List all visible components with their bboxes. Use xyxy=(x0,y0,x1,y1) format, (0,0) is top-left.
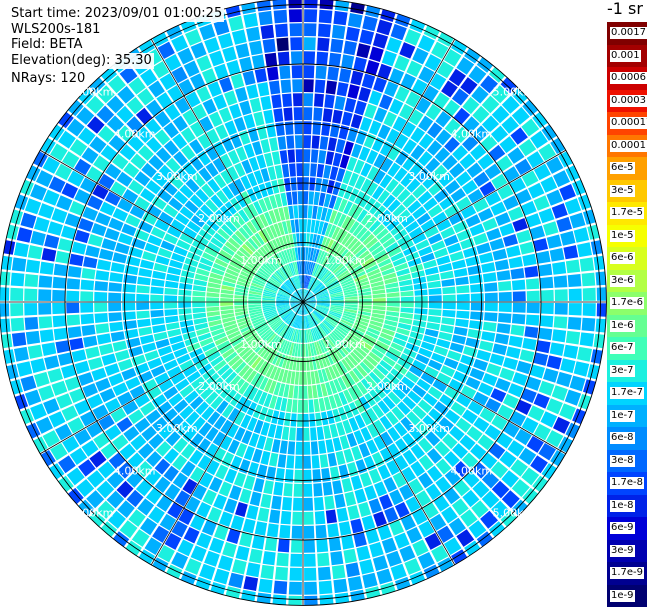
colorbar-tick-label: 3e-8 xyxy=(610,454,635,467)
bin-color-group xyxy=(186,178,424,413)
range-ring-label: 5.00km xyxy=(72,506,114,519)
range-ring-label: 3.00km xyxy=(408,422,450,435)
colorbar-tick-label: 3e-6 xyxy=(610,274,635,287)
azimuth-spoke xyxy=(302,301,456,565)
range-ring-label: 2.00km xyxy=(198,212,240,225)
azimuth-spoke xyxy=(302,301,566,455)
data-bins xyxy=(0,0,607,606)
colorbar-tick-label: 6e-6 xyxy=(610,252,635,265)
range-ring-label: 2.00km xyxy=(366,380,408,393)
colorbar-tick-label: 1.7e-5 xyxy=(610,207,645,220)
colorbar-tick-label: 0.0017 xyxy=(610,27,647,40)
azimuth-spoke xyxy=(302,39,456,303)
colorbar-tick-label: 1.7e-6 xyxy=(610,297,645,310)
nrays-label: NRays: 120 xyxy=(11,71,88,87)
bin-color-group xyxy=(11,0,603,595)
range-ring-label: 4.00km xyxy=(114,128,156,141)
azimuth-spoke xyxy=(150,39,304,303)
range-ring-label: 2.00km xyxy=(366,212,408,225)
colorbar-tick-label: 6e-5 xyxy=(610,162,635,175)
field-label: Field: BETA xyxy=(11,37,85,53)
bin-color-group xyxy=(206,206,400,399)
colorbar-tick-label: 1e-7 xyxy=(610,409,635,422)
ppi-plot: 1.00km 1.00km 1.00km 1.00km 2.00km 2.00km 2.00… xyxy=(0,0,607,606)
bin-color-group xyxy=(276,37,289,52)
range-ring-label: 4.00km xyxy=(451,128,493,141)
colorbar-tick-label: 3e-9 xyxy=(610,544,635,557)
azimuth-spoke xyxy=(40,301,304,455)
azimuth-spoke xyxy=(150,301,304,565)
colorbar-tick-label: 1.7e-8 xyxy=(610,477,645,490)
range-ring-label: 2.00km xyxy=(198,380,240,393)
bin-color-group xyxy=(350,2,365,15)
range-ring-label: 3.00km xyxy=(156,422,198,435)
instrument-label: WLS200s-181 xyxy=(11,22,103,38)
range-ring-label: 4.00km xyxy=(114,464,156,477)
colorbar-tick-label: 6e-9 xyxy=(610,522,635,535)
range-ring-label: 5.00km xyxy=(493,86,535,99)
range-grid xyxy=(0,0,607,606)
colorbar-tick-label: 1.7e-9 xyxy=(610,567,645,580)
range-ring-label: 1.00km xyxy=(324,338,366,351)
colorbar-tick-label: 3e-5 xyxy=(610,184,635,197)
colorbar-tick-label: 0.0001 xyxy=(610,139,647,152)
colorbar-tick-label: 1e-5 xyxy=(610,229,635,242)
range-ring-label: 1.00km xyxy=(240,254,282,267)
colorbar-tick-label: 1e-8 xyxy=(610,499,635,512)
start-time-label: Start time: 2023/09/01 01:00:25 xyxy=(11,6,225,22)
range-ring-label: 3.00km xyxy=(408,170,450,183)
range-ring-label: 4.00km xyxy=(451,464,493,477)
range-ring-label: 3.00km xyxy=(156,170,198,183)
bin-color-group xyxy=(3,0,570,591)
colorbar-tick-label: 1e-9 xyxy=(610,589,635,602)
azimuth-spoke xyxy=(40,149,304,303)
azimuth-spoke xyxy=(302,149,566,303)
colorbar-tick-label: 0.0006 xyxy=(610,72,647,85)
colorbar-tick-label: 6e-7 xyxy=(610,342,635,355)
elevation-label: Elevation(deg): 35.30 xyxy=(11,53,154,69)
colorbar-tick-label: 1e-6 xyxy=(610,319,635,332)
range-ring-label: 1.00km xyxy=(240,338,282,351)
range-ring-label: 5.00km xyxy=(72,86,114,99)
range-ring-label: 5.00km xyxy=(493,506,535,519)
range-ring-labels: 1.00km 1.00km 1.00km 1.00km 2.00km 2.00km 2.00… xyxy=(72,86,534,520)
colorbar-tick-label: 0.001 xyxy=(610,49,641,62)
colorbar-tick-label: 6e-8 xyxy=(610,432,635,445)
bin-color-group xyxy=(0,9,606,605)
colorbar: 0.0017 0.001 0.0006 0.0003 0.00017 0.0001 6e-5… xyxy=(607,22,647,607)
range-ring-label: 1.00km xyxy=(324,254,366,267)
colorbar-tick-label: 3e-7 xyxy=(610,364,635,377)
colorbar-unit-label: -1 sr xyxy=(607,0,643,18)
colorbar-tick-label: 0.00017 xyxy=(610,117,647,130)
colorbar-tick-label: 0.0003 xyxy=(610,94,647,107)
colorbar-tick-label: 1.7e-7 xyxy=(610,387,645,400)
